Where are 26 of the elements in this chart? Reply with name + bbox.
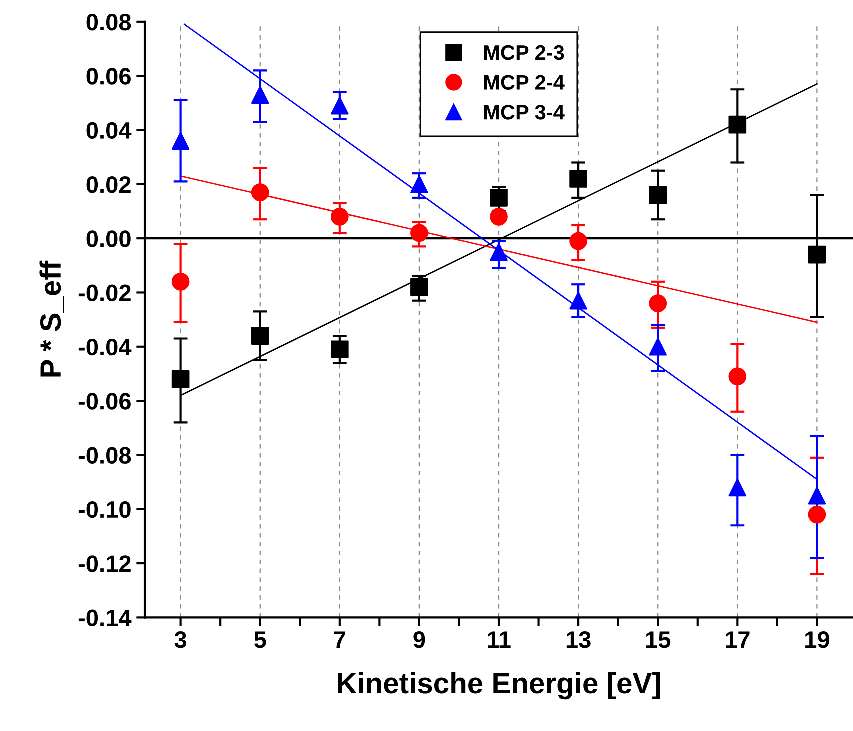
x-tick-label: 11 <box>488 632 511 648</box>
legend-label: MCP 3-4 <box>484 105 565 120</box>
x-tick-label: 7 <box>334 632 346 648</box>
y-tick-label: 0.06 <box>86 68 131 85</box>
x-tick-label: 15 <box>646 632 671 648</box>
y-tick-label: 0.02 <box>86 176 131 194</box>
x-tick-label: 3 <box>174 632 187 648</box>
y-axis-title: P * S_eff <box>40 260 64 377</box>
x-tick-label: 5 <box>254 632 266 648</box>
x-tick-label: 9 <box>414 632 426 648</box>
y-tick-label: -0.12 <box>78 556 131 572</box>
x-tick-label: 19 <box>806 632 830 648</box>
x-axis-title: Kinetische Energie [eV] <box>338 672 660 700</box>
x-tick-label: 17 <box>726 632 750 648</box>
y-tick-label: 0.04 <box>86 122 132 140</box>
y-tick-label: -0.08 <box>78 447 132 464</box>
legend-label: MCP 2-3 <box>484 45 564 60</box>
y-tick-label: -0.14 <box>78 610 132 626</box>
y-tick-label: 0.08 <box>86 14 132 31</box>
y-tick-label: -0.02 <box>78 284 131 302</box>
y-tick-label: 0.00 <box>86 230 131 248</box>
y-tick-label: -0.10 <box>78 501 131 518</box>
legend-label: MCP 2-4 <box>484 75 565 90</box>
y-tick-label: -0.06 <box>78 393 131 410</box>
x-tick-label: 13 <box>566 632 591 648</box>
y-tick-label: -0.04 <box>78 338 132 356</box>
